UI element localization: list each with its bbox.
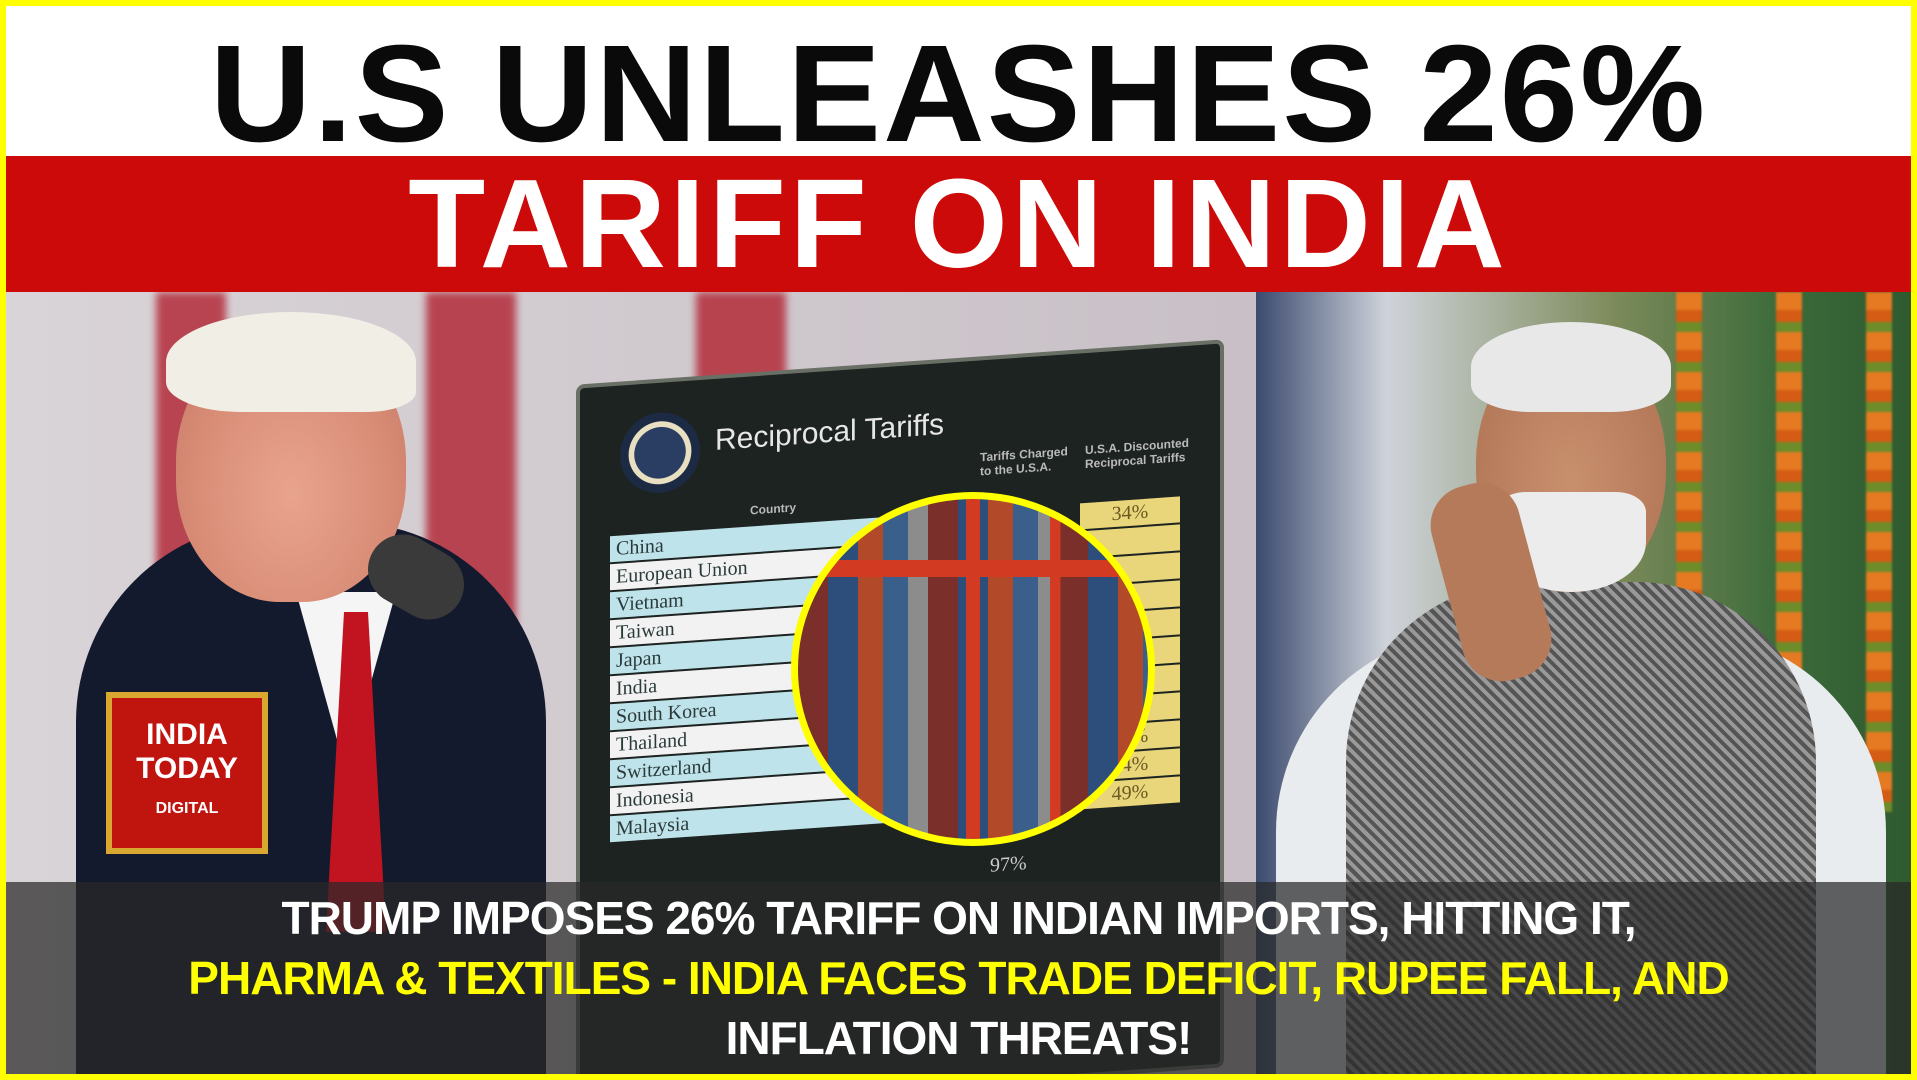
column-country: Country [750, 500, 796, 518]
logo-line-2: TODAY [136, 752, 238, 785]
caption-band: TRUMP IMPOSES 26% TARIFF ON INDIAN IMPOR… [6, 882, 1911, 1074]
column-discounted: U.S.A. Discounted Reciprocal Tariffs [1085, 435, 1190, 472]
thumbnail-frame: U.S UNLEASHES 26% TARIFF ON INDIA INDIA … [6, 6, 1911, 1074]
logo-line-3: DIGITAL [155, 800, 219, 817]
caption-line-2: PHARMA & TEXTILES - INDIA FACES TRADE DE… [188, 952, 1729, 1004]
container-port-inset [791, 492, 1155, 846]
speaker-hair [166, 312, 416, 412]
flower-garland [1866, 292, 1892, 812]
charged-value: 97% [990, 852, 1027, 877]
logo-line-1: INDIA [146, 718, 228, 751]
presidential-seal-icon [620, 409, 700, 496]
headline-red-band: TARIFF ON INDIA [6, 156, 1911, 292]
listener-hair [1471, 322, 1671, 412]
headline-line-1: U.S UNLEASHES 26% [209, 17, 1708, 171]
india-today-logo: INDIA TODAY DIGITAL [106, 692, 268, 854]
caption-line-3: INFLATION THREATS! [725, 1012, 1193, 1064]
board-title: Reciprocal Tariffs [715, 407, 944, 457]
column-charged: Tariffs Charged to the U.S.A. [980, 444, 1068, 479]
caption-line-1: TRUMP IMPOSES 26% TARIFF ON INDIAN IMPOR… [281, 892, 1636, 944]
news-photo: INDIA TODAY DIGITAL Reciprocal Tariffs C… [6, 292, 1911, 1074]
headline-line-2: TARIFF ON INDIA [408, 153, 1509, 294]
